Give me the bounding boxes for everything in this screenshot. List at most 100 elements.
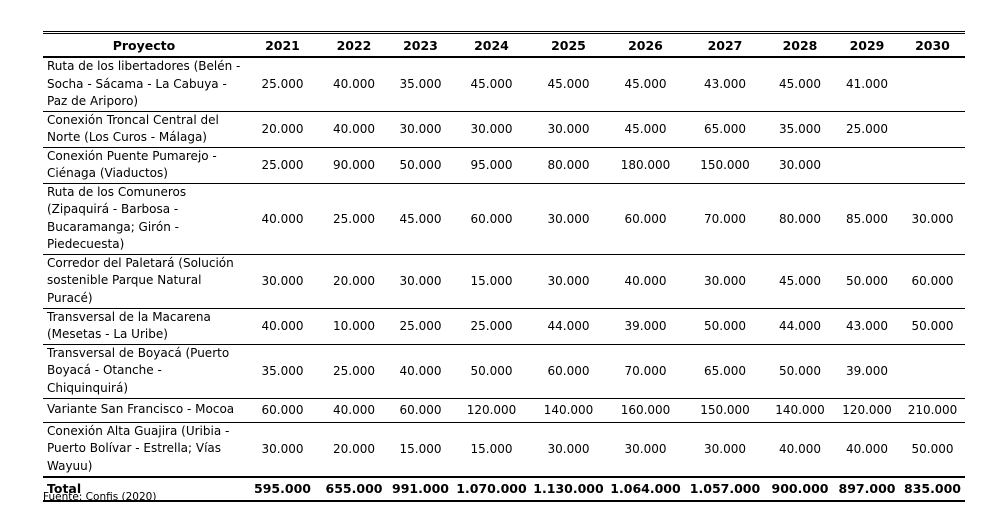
value-cell: 45.000 xyxy=(624,122,667,136)
project-line: Conexión Alta Guajira (Uribia - xyxy=(47,423,230,438)
value-cell: 30.000 xyxy=(911,211,954,226)
value-cell: 50.000 xyxy=(704,319,746,333)
value-cell: 20.000 xyxy=(261,122,304,136)
value-cell: 60.000 xyxy=(261,403,304,417)
value-cell: 120.000 xyxy=(466,403,517,417)
value-cell: 40.000 xyxy=(333,77,375,92)
table-row: Conexión Alta Guajira (Uribia - Puerto Bo… xyxy=(43,422,965,477)
value-cell: 25.000 xyxy=(333,211,375,226)
header-cell: 2023 xyxy=(388,32,453,58)
project-line: Variante San Francisco - Mocoa xyxy=(47,402,235,417)
value-cell: 44.000 xyxy=(779,319,821,333)
value-cell: 60.000 xyxy=(911,274,954,288)
value-cell: 85.000 xyxy=(846,211,888,226)
value-cell xyxy=(900,111,965,147)
value-cell: 30.000 xyxy=(261,274,304,288)
project-cell: Variante San Francisco - Mocoa xyxy=(43,398,245,422)
value-cell: 40.000 xyxy=(399,364,442,378)
value-cell: 65.000 xyxy=(704,364,746,378)
header-cell: 2022 xyxy=(320,32,388,58)
header-cell: 2029 xyxy=(834,32,900,58)
project-cell: Transversal de la Macarena (Mesetas - La … xyxy=(43,308,245,344)
value-cell: 60.000 xyxy=(624,211,667,226)
value-cell: 50.000 xyxy=(470,364,513,378)
header-cell: 2030 xyxy=(900,32,965,58)
project-line: Transversal de Boyacá (Puerto xyxy=(47,345,230,360)
project-line: Conexión Troncal Central del xyxy=(47,112,219,127)
project-line: Wayuu) xyxy=(47,458,93,473)
value-cell: 30.000 xyxy=(779,158,821,172)
project-line: Ruta de los Comuneros xyxy=(47,184,187,199)
total-value: 1.070.000 xyxy=(453,475,530,502)
project-line: Chiquinquirá) xyxy=(47,380,129,395)
value-cell: 30.000 xyxy=(399,122,442,136)
value-cell: 40.000 xyxy=(779,442,821,456)
value-cell: 25.000 xyxy=(470,319,513,333)
total-value: 595.000 xyxy=(245,475,320,502)
table-wrap: Proyecto 2021 2022 2023 2024 2025 2026 2027 2028… xyxy=(43,31,965,502)
table: Proyecto 2021 2022 2023 2024 2025 2026 2027 2028… xyxy=(43,31,965,502)
project-cell: Conexión Alta Guajira (Uribia - Puerto Bo… xyxy=(43,422,245,477)
value-cell: 30.000 xyxy=(547,122,590,136)
project-line: (Zipaquirá - Barbosa - xyxy=(47,202,179,216)
table-row: Ruta de los libertadores (Belén - Socha -… xyxy=(43,57,965,111)
project-cell: Ruta de los Comuneros (Zipaquirá - Barbos… xyxy=(43,183,245,254)
project-line: Transversal de la Macarena xyxy=(47,309,211,324)
total-value: 1.130.000 xyxy=(530,475,607,502)
value-cell: 43.000 xyxy=(846,319,888,333)
header-cell: 2024 xyxy=(453,32,530,58)
value-cell: 45.000 xyxy=(779,77,821,92)
value-cell: 30.000 xyxy=(624,442,667,456)
value-cell: 65.000 xyxy=(704,122,746,136)
value-cell: 30.000 xyxy=(547,274,590,288)
project-cell: Conexión Puente Pumarejo - Ciénaga (Viadu… xyxy=(43,147,245,183)
table-row: Conexión Puente Pumarejo - Ciénaga (Viadu… xyxy=(43,147,965,183)
value-cell: 50.000 xyxy=(779,364,821,378)
value-cell: 39.000 xyxy=(624,319,667,333)
value-cell: 210.000 xyxy=(907,403,958,417)
value-cell: 45.000 xyxy=(624,77,667,92)
value-cell: 30.000 xyxy=(704,442,746,456)
value-cell: 25.000 xyxy=(261,158,304,172)
value-cell: 39.000 xyxy=(846,364,888,378)
value-cell: 150.000 xyxy=(700,403,750,417)
project-cell: Ruta de los libertadores (Belén - Socha -… xyxy=(43,57,245,111)
table-row: Transversal de Boyacá (Puerto Boyacá - Ot… xyxy=(43,344,965,398)
header-cell: 2027 xyxy=(684,32,766,58)
source-note: Fuente: Confis (2020) xyxy=(43,491,157,503)
value-cell: 25.000 xyxy=(333,364,375,378)
table-row: Conexión Troncal Central del Norte (Los C… xyxy=(43,111,965,147)
value-cell: 43.000 xyxy=(704,77,746,92)
project-line: Corredor del Paletará (Solución xyxy=(47,255,234,270)
value-cell: 30.000 xyxy=(547,211,590,226)
table-body: Ruta de los libertadores (Belén - Socha -… xyxy=(43,57,965,502)
total-value: 897.000 xyxy=(834,475,900,502)
project-line: Conexión Puente Pumarejo - xyxy=(47,148,217,163)
value-cell: 30.000 xyxy=(261,442,304,456)
project-line: Piedecuesta) xyxy=(47,237,125,251)
value-cell: 20.000 xyxy=(333,274,375,288)
value-cell: 40.000 xyxy=(333,122,375,136)
project-line: Puracé) xyxy=(47,290,93,305)
value-cell xyxy=(900,57,965,111)
project-line: sostenible Parque Natural xyxy=(47,273,202,288)
value-cell: 70.000 xyxy=(704,211,746,226)
header-row: Proyecto 2021 2022 2023 2024 2025 2026 2027 2028… xyxy=(43,32,965,58)
total-value: 991.000 xyxy=(388,475,453,502)
project-line: Boyacá - Otanche - xyxy=(47,363,162,378)
value-cell: 50.000 xyxy=(399,158,442,172)
value-cell: 150.000 xyxy=(700,158,750,172)
value-cell: 45.000 xyxy=(399,211,442,226)
project-line: Bucaramanga; Girón - xyxy=(47,219,179,234)
value-cell: 40.000 xyxy=(333,403,375,417)
value-cell: 40.000 xyxy=(261,211,304,226)
total-row: Total 595.000 655.000 991.000 1.070.000 1.130… xyxy=(43,475,965,502)
value-cell: 40.000 xyxy=(846,442,888,456)
project-line: (Mesetas - La Uribe) xyxy=(47,327,168,341)
value-cell: 41.000 xyxy=(846,77,888,92)
value-cell: 160.000 xyxy=(620,403,671,417)
value-cell: 35.000 xyxy=(399,77,442,92)
value-cell: 30.000 xyxy=(704,274,746,288)
total-value: 1.057.000 xyxy=(684,475,766,502)
header-cell: 2021 xyxy=(245,32,320,58)
